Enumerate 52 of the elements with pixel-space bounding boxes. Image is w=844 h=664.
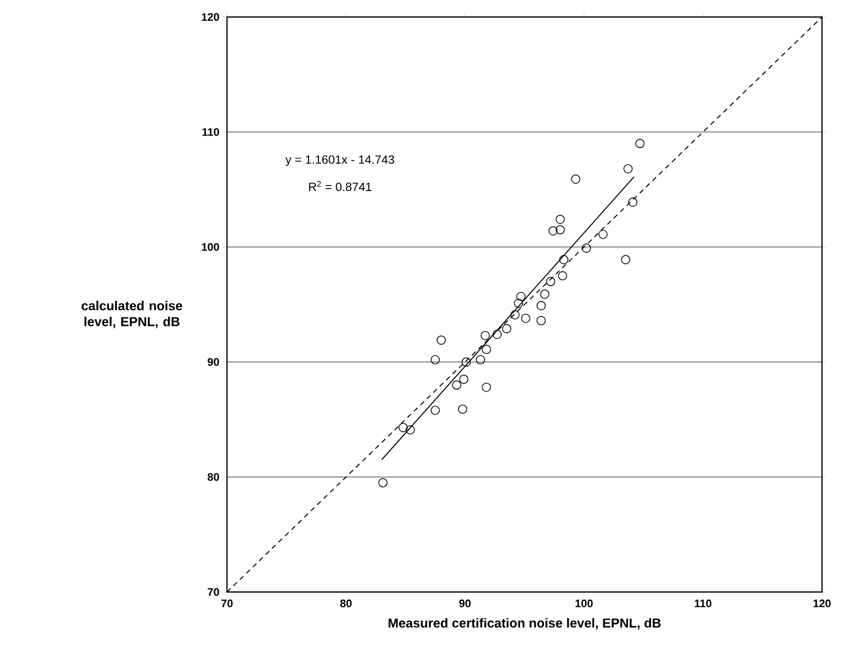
- point: [516, 292, 526, 302]
- point: [540, 290, 550, 299]
- point: [430, 406, 440, 415]
- annotation: R$^{2}$ = 0.8741: [309, 181, 372, 192]
- y-tick-label: 100: [202, 243, 220, 251]
- point: [623, 164, 633, 174]
- point: [430, 355, 440, 364]
- annotation: y = 1.1601x - 14.743: [285, 155, 394, 166]
- y-tick-label: 110: [202, 128, 220, 136]
- x-tick-label: 90: [459, 600, 471, 608]
- x-tick-label: 100: [576, 600, 593, 608]
- point: [571, 174, 580, 184]
- point: [635, 138, 645, 148]
- point: [462, 357, 471, 367]
- y-tick-label: 90: [208, 358, 220, 366]
- point: [492, 330, 502, 339]
- y-tick-label: 70: [208, 588, 220, 596]
- point: [521, 314, 530, 323]
- point: [548, 226, 558, 236]
- point: [559, 255, 568, 264]
- point: [628, 198, 638, 207]
- x-tick-label: 110: [694, 600, 712, 608]
- point: [536, 301, 546, 310]
- x-tick-label: 120: [814, 600, 831, 608]
- x-tick-label: 70: [221, 600, 233, 608]
- point: [510, 310, 520, 320]
- point: [582, 244, 591, 253]
- x-tick-label: 80: [340, 600, 352, 608]
- point: [480, 330, 490, 340]
- point: [482, 344, 492, 354]
- point: [558, 271, 568, 280]
- point: [378, 478, 388, 488]
- point: [546, 276, 556, 286]
- point: [621, 255, 630, 264]
- point: [458, 404, 468, 414]
- point: [482, 382, 492, 392]
- y-axis-title: calculated noise level, EPNL, dB: [82, 300, 182, 328]
- point: [514, 298, 524, 308]
- point: [556, 214, 565, 224]
- point: [502, 324, 512, 334]
- point: [398, 422, 408, 432]
- point: [556, 225, 565, 234]
- y-tick-label: 80: [208, 473, 220, 481]
- point: [536, 316, 546, 326]
- point: [459, 374, 468, 384]
- point: [406, 425, 415, 434]
- point: [598, 230, 608, 239]
- point: [476, 355, 486, 364]
- point: [436, 336, 446, 345]
- y-tick-label: 120: [202, 13, 220, 21]
- point: [452, 380, 462, 390]
- x-axis-title: Measured certification noise level, EPNL, dB: [388, 618, 661, 630]
